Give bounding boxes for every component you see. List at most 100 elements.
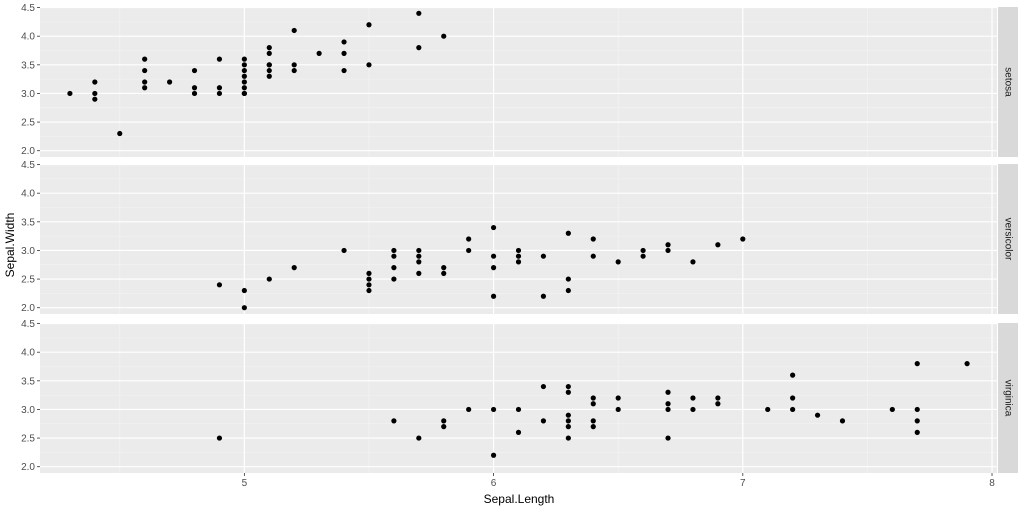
data-point bbox=[266, 62, 272, 68]
data-point bbox=[92, 90, 98, 97]
facet-panel-setosa: setosa bbox=[40, 6, 1018, 157]
data-point bbox=[416, 259, 422, 265]
strip-label-virginica: virginica bbox=[1003, 380, 1014, 417]
data-point bbox=[391, 418, 397, 424]
data-point bbox=[241, 79, 247, 85]
data-point bbox=[291, 27, 297, 34]
data-point bbox=[142, 67, 148, 74]
data-point bbox=[241, 90, 247, 97]
data-point bbox=[690, 259, 696, 265]
y-tick-label: 2.0 bbox=[21, 303, 35, 314]
data-point bbox=[416, 270, 422, 276]
data-point bbox=[366, 62, 372, 68]
data-point bbox=[665, 401, 671, 407]
y-tick-label: 4.5 bbox=[21, 3, 35, 14]
y-tick-label: 4.5 bbox=[21, 160, 35, 171]
data-point bbox=[391, 253, 397, 259]
panel-background bbox=[40, 7, 997, 157]
panel-background bbox=[40, 164, 997, 314]
data-point bbox=[366, 270, 372, 276]
data-point bbox=[216, 56, 223, 62]
data-point bbox=[216, 90, 223, 97]
data-point bbox=[366, 22, 372, 28]
data-point bbox=[216, 85, 223, 91]
data-point bbox=[515, 406, 522, 413]
data-point bbox=[416, 435, 422, 441]
data-point bbox=[291, 265, 297, 271]
data-point bbox=[889, 406, 895, 413]
x-tick-label: 5 bbox=[242, 478, 248, 489]
y-tick-label: 4.0 bbox=[21, 32, 35, 43]
data-point bbox=[690, 406, 696, 413]
data-point bbox=[615, 406, 621, 413]
data-point bbox=[142, 79, 148, 85]
data-point bbox=[366, 287, 372, 294]
strip-background bbox=[998, 164, 1018, 314]
data-point bbox=[565, 435, 571, 441]
data-point bbox=[490, 253, 497, 259]
data-point bbox=[166, 79, 173, 85]
x-axis-title: Sepal.Length bbox=[484, 492, 555, 506]
data-point bbox=[441, 265, 447, 271]
x-tick-label: 6 bbox=[491, 478, 497, 489]
data-point bbox=[241, 287, 247, 294]
data-point bbox=[540, 253, 547, 259]
data-point bbox=[565, 383, 571, 390]
data-point bbox=[565, 287, 571, 294]
data-point bbox=[665, 242, 671, 248]
data-point bbox=[565, 418, 571, 424]
data-point bbox=[316, 50, 322, 56]
x-tick-label: 7 bbox=[740, 478, 746, 489]
data-point bbox=[216, 282, 223, 288]
strip-label-setosa: setosa bbox=[1003, 67, 1014, 97]
data-point bbox=[241, 67, 247, 74]
data-point bbox=[441, 424, 447, 430]
data-point bbox=[565, 412, 571, 418]
data-point bbox=[740, 236, 746, 242]
data-point bbox=[515, 259, 522, 265]
data-point bbox=[142, 85, 148, 91]
data-point bbox=[640, 253, 646, 259]
data-point bbox=[665, 435, 671, 441]
data-point bbox=[341, 50, 347, 56]
data-point bbox=[665, 247, 671, 254]
data-point bbox=[366, 282, 372, 288]
data-point bbox=[441, 270, 447, 276]
data-point bbox=[665, 406, 671, 413]
data-point bbox=[490, 293, 497, 299]
data-point bbox=[839, 418, 846, 424]
data-point bbox=[540, 293, 547, 299]
y-tick-label: 3.5 bbox=[21, 376, 35, 387]
data-point bbox=[914, 418, 920, 424]
data-point bbox=[216, 435, 223, 441]
y-tick-label: 4.0 bbox=[21, 348, 35, 359]
data-point bbox=[142, 56, 148, 62]
x-tick-label: 8 bbox=[989, 478, 995, 489]
data-point bbox=[665, 389, 671, 395]
facet-panel-versicolor: versicolor bbox=[40, 163, 1018, 314]
data-point bbox=[241, 85, 247, 91]
data-point bbox=[814, 412, 821, 418]
strip-background bbox=[998, 323, 1018, 473]
data-point bbox=[490, 265, 497, 271]
data-point bbox=[715, 401, 721, 407]
data-point bbox=[615, 395, 621, 401]
y-tick-label: 2.0 bbox=[21, 462, 35, 473]
data-point bbox=[565, 230, 571, 236]
y-tick-label: 2.5 bbox=[21, 434, 35, 445]
data-point bbox=[291, 62, 297, 68]
data-point bbox=[490, 406, 497, 413]
y-tick-label: 2.5 bbox=[21, 275, 35, 286]
data-point bbox=[715, 242, 721, 248]
data-point bbox=[441, 33, 447, 39]
data-point bbox=[416, 45, 422, 51]
data-point bbox=[515, 247, 522, 254]
data-point bbox=[416, 10, 422, 16]
data-point bbox=[914, 406, 920, 413]
data-point bbox=[191, 85, 198, 91]
data-point bbox=[914, 361, 920, 367]
data-point bbox=[241, 305, 247, 311]
data-point bbox=[241, 73, 247, 79]
data-point bbox=[266, 276, 272, 282]
